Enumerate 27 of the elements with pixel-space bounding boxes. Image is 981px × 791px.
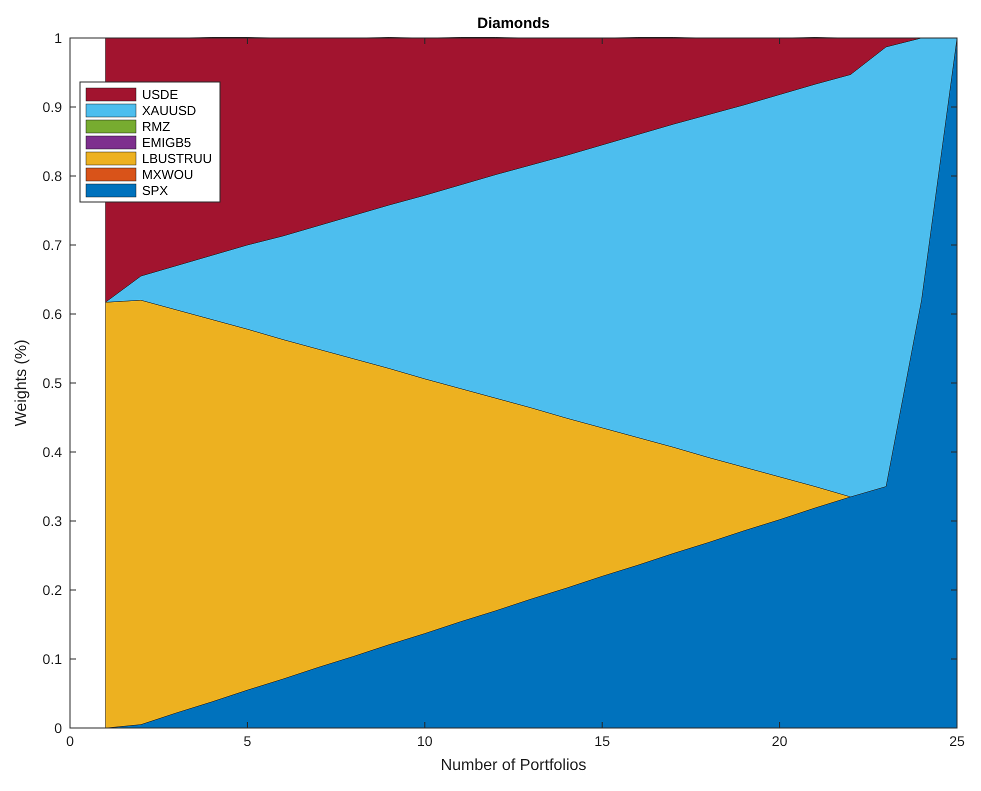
y-tick-label: 0.7 [42,237,62,253]
y-tick-label: 0.8 [42,168,62,184]
x-tick-label: 15 [594,733,610,749]
y-tick-label: 0.5 [42,375,62,391]
legend-label: RMZ [142,119,170,134]
legend-label: XAUUSD [142,103,196,118]
x-axis-title: Number of Portfolios [440,757,586,774]
x-tick-label: 5 [244,733,252,749]
y-tick-label: 1 [54,30,62,46]
legend-label: MXWOU [142,167,194,182]
x-tick-label: 0 [66,733,74,749]
y-tick-label: 0.2 [42,582,62,598]
legend-label: SPX [142,183,168,198]
legend-label: LBUSTRUU [142,151,212,166]
x-tick-label: 25 [949,733,965,749]
y-tick-label: 0.3 [42,513,62,529]
y-tick-label: 0.1 [42,651,62,667]
y-axis-title: Weights (%) [13,340,30,426]
x-tick-label: 10 [417,733,433,749]
legend-label: EMIGB5 [142,135,192,150]
y-tick-label: 0.6 [42,306,62,322]
y-tick-label: 0.4 [42,444,62,460]
x-tick-label: 20 [772,733,788,749]
y-tick-label: 0.9 [42,99,62,115]
y-tick-label: 0 [54,720,62,736]
legend-label: USDE [142,87,178,102]
chart-title: Diamonds [477,15,550,32]
